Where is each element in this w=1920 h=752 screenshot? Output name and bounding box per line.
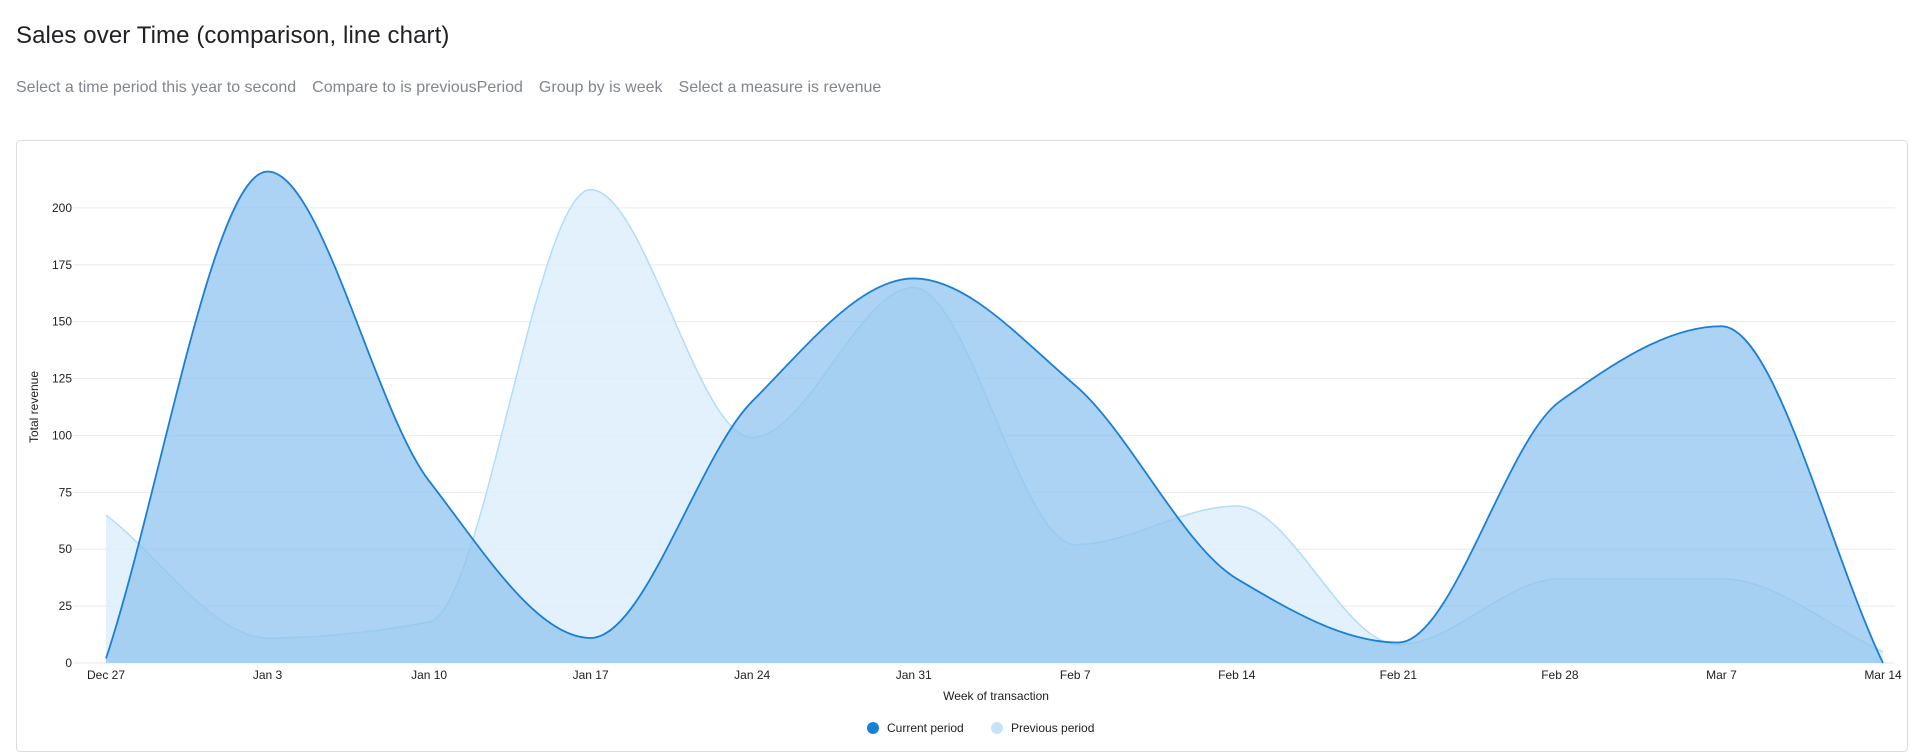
x-tick-label: Feb 21 (1380, 668, 1418, 682)
y-tick-label: 75 (59, 485, 73, 499)
y-tick-label: 25 (59, 599, 73, 613)
y-tick-label: 100 (52, 428, 72, 442)
legend-label-current-period[interactable]: Current period (887, 721, 964, 735)
chart-legend: Current period Previous period (867, 721, 1094, 735)
page-title: Sales over Time (comparison, line chart) (16, 22, 450, 49)
filter-bar: Select a time period this year to second… (16, 79, 881, 97)
x-axis-title: Week of transaction (943, 689, 1049, 703)
x-tick-label: Mar 7 (1706, 668, 1737, 682)
current-period-area (106, 171, 1883, 664)
x-axis-ticks: Dec 27 Jan 3 Jan 10 Jan 17 Jan 24 Jan 31 Feb 7… (87, 668, 1902, 682)
filter-measure[interactable]: Select a measure is revenue (678, 79, 882, 96)
legend-label-previous-period[interactable]: Previous period (1011, 721, 1094, 735)
x-tick-label: Dec 27 (87, 668, 125, 682)
x-tick-label: Jan 24 (734, 668, 770, 682)
y-axis-title: Total revenue (27, 371, 41, 443)
x-tick-label: Feb 28 (1541, 668, 1579, 682)
chart-card: 0 25 50 75 100 125 150 175 200 Dec 27 Jan 3 Jan 10… (16, 140, 1908, 752)
filter-group-by[interactable]: Group by is week (538, 79, 663, 96)
y-tick-label: 0 (65, 656, 72, 670)
x-tick-label: Mar 14 (1864, 668, 1902, 682)
current-period-line (105, 170, 1884, 664)
legend-marker-previous-period (991, 722, 1003, 734)
x-tick-label: Jan 3 (253, 668, 283, 682)
sales-chart: 0 25 50 75 100 125 150 175 200 Dec 27 Jan 3 Jan 10… (27, 170, 1902, 735)
y-tick-label: 125 (52, 372, 72, 386)
y-tick-label: 200 (52, 201, 72, 215)
x-tick-label: Jan 10 (411, 668, 447, 682)
y-tick-label: 175 (52, 258, 72, 272)
x-tick-label: Feb 14 (1218, 668, 1256, 682)
y-axis-ticks: 0 25 50 75 100 125 150 175 200 (52, 201, 72, 670)
y-tick-label: 50 (59, 542, 73, 556)
x-tick-label: Jan 31 (896, 668, 932, 682)
legend-marker-current-period (867, 722, 879, 734)
series-areas (105, 170, 1884, 664)
x-tick-label: Feb 7 (1060, 668, 1091, 682)
filter-time-period[interactable]: Select a time period this year to second (16, 79, 297, 96)
filter-compare-to[interactable]: Compare to is previousPeriod (312, 79, 523, 96)
x-tick-label: Jan 17 (573, 668, 609, 682)
y-tick-label: 150 (52, 315, 72, 329)
